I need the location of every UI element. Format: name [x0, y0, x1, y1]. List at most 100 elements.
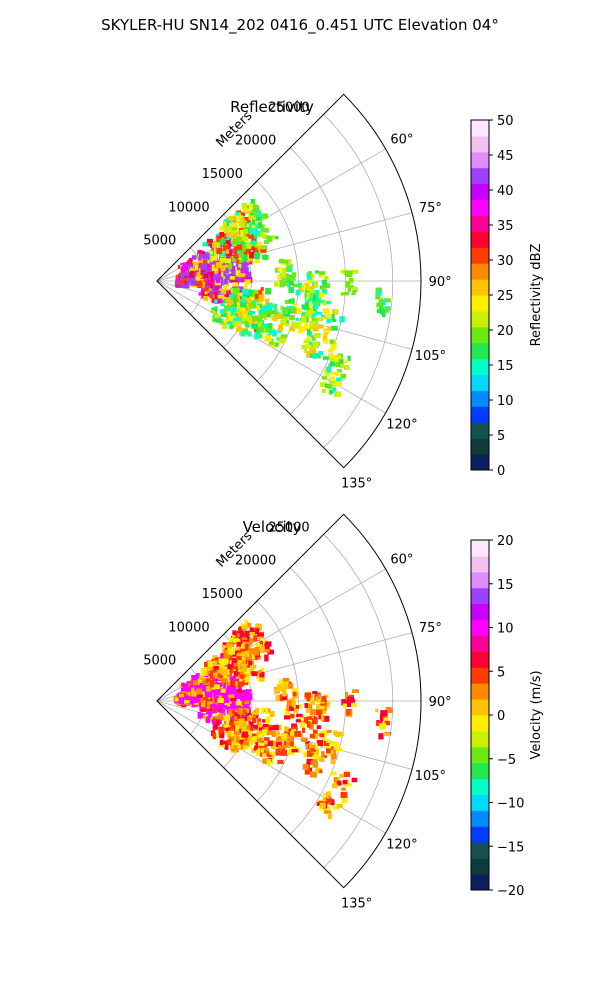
r-tick-10000: 10000	[168, 620, 209, 635]
radar-echo-cell	[299, 325, 305, 330]
radar-echo-cell	[319, 733, 325, 738]
radar-echo-cell	[287, 741, 292, 749]
radar-echo-cell	[244, 668, 250, 675]
radar-echo-cell	[259, 640, 263, 647]
radar-echo-cell	[350, 699, 356, 703]
radar-echo-cell	[333, 730, 338, 736]
radar-echo-cell	[262, 719, 266, 723]
radar-echo-cell	[232, 238, 239, 245]
radar-echo-cell	[327, 348, 334, 353]
radar-echo-cell	[197, 280, 203, 288]
radar-echo-cell	[236, 240, 242, 244]
radar-echo-cell	[245, 290, 253, 297]
radar-echo-cell	[203, 273, 209, 279]
radar-echo-cell	[237, 743, 241, 749]
radar-echo-cell	[200, 259, 207, 264]
radar-echo-cell	[309, 699, 316, 705]
radar-echo-cell	[259, 727, 265, 731]
radar-echo-cell	[205, 709, 213, 714]
radar-echo-cell	[262, 753, 267, 758]
reflectivity-r-ticks: 5000 10000 15000 20000 25000	[143, 100, 309, 248]
radar-echo-cell	[329, 357, 336, 363]
radar-echo-cell	[301, 283, 306, 291]
radar-echo-cell	[331, 325, 338, 331]
colorbar-segment	[471, 699, 489, 716]
cbar-tick: 10	[497, 394, 514, 409]
radar-echo-cell	[206, 685, 210, 692]
radar-echo-cell	[235, 705, 241, 710]
radar-echo-cell	[289, 698, 296, 704]
radar-echo-cell	[346, 700, 352, 707]
radar-echo-cell	[343, 771, 351, 777]
radar-echo-cell	[380, 308, 385, 315]
radar-echo-cell	[249, 627, 255, 633]
radar-echo-cell	[237, 652, 244, 658]
radar-echo-cell	[249, 648, 256, 654]
radar-echo-cell	[230, 703, 234, 709]
radar-echo-cell	[220, 668, 228, 676]
radar-echo-cell	[325, 797, 333, 804]
radar-echo-cell	[281, 267, 286, 274]
radar-echo-cell	[255, 241, 262, 246]
radar-echo-cell	[308, 346, 312, 350]
radar-echo-cell	[239, 739, 244, 746]
radar-echo-cell	[333, 741, 340, 749]
radar-echo-cell	[295, 705, 299, 709]
radar-echo-cell	[192, 261, 199, 267]
radar-echo-cell	[237, 677, 241, 681]
radar-echo-cell	[208, 706, 213, 711]
radar-echo-cell	[323, 308, 330, 314]
radar-echo-cell	[223, 240, 230, 244]
radar-echo-cell	[335, 777, 340, 784]
radar-echo-cell	[255, 741, 260, 748]
radar-echo-cell	[266, 313, 271, 317]
radar-echo-cell	[292, 700, 296, 708]
radar-echo-cell	[246, 246, 252, 254]
radar-echo-cell	[301, 315, 306, 323]
radar-echo-cell	[218, 252, 223, 257]
radar-echo-cell	[322, 335, 328, 340]
radar-echo-cell	[257, 742, 265, 746]
radar-echo-cell	[341, 797, 348, 804]
cbar-tick: 0	[497, 709, 505, 724]
radar-echo-cell	[199, 250, 205, 256]
radar-echo-cell	[222, 271, 226, 276]
radar-echo-cell	[198, 292, 202, 296]
radar-echo-cell	[227, 243, 231, 248]
radar-echo-cell	[190, 280, 197, 286]
radar-echo-cell	[275, 731, 280, 736]
radar-echo-cell	[237, 668, 242, 673]
radar-echo-cell	[251, 315, 259, 322]
colorbar-segment	[471, 667, 489, 684]
radar-echo-cell	[303, 340, 310, 344]
radar-echo-cell	[261, 707, 265, 714]
radar-echo-cell	[382, 308, 390, 313]
radar-echo-cell	[265, 287, 272, 295]
radar-echo-cell	[222, 244, 229, 252]
radar-echo-cell	[250, 238, 258, 245]
radar-echo-cell	[254, 298, 258, 303]
radar-echo-cell	[213, 311, 218, 317]
radar-echo-cell	[251, 219, 256, 225]
radar-echo-cell	[317, 324, 324, 329]
cbar-tick: 5	[497, 665, 505, 680]
radar-echo-cell	[245, 673, 250, 677]
radar-echo-cell	[343, 365, 350, 370]
radar-echo-cell	[196, 673, 200, 679]
radar-echo-cell	[257, 636, 262, 641]
radar-echo-cell	[254, 294, 259, 300]
velocity-colorbar-label: Velocity (m/s)	[529, 670, 544, 759]
radar-echo-cell	[350, 285, 355, 289]
radar-echo-cell	[232, 630, 237, 635]
colorbar-segment	[471, 422, 489, 439]
radar-echo-cell	[230, 723, 234, 730]
radar-echo-cell	[277, 313, 283, 318]
radar-echo-cell	[228, 228, 234, 233]
radar-echo-cell	[218, 727, 223, 734]
radar-echo-cell	[322, 798, 326, 802]
radar-echo-cell	[197, 694, 203, 698]
radar-echo-cell	[237, 684, 242, 690]
radar-echo-cell	[253, 713, 259, 719]
cbar-tick: 20	[497, 534, 514, 549]
radar-echo-cell	[311, 313, 316, 318]
